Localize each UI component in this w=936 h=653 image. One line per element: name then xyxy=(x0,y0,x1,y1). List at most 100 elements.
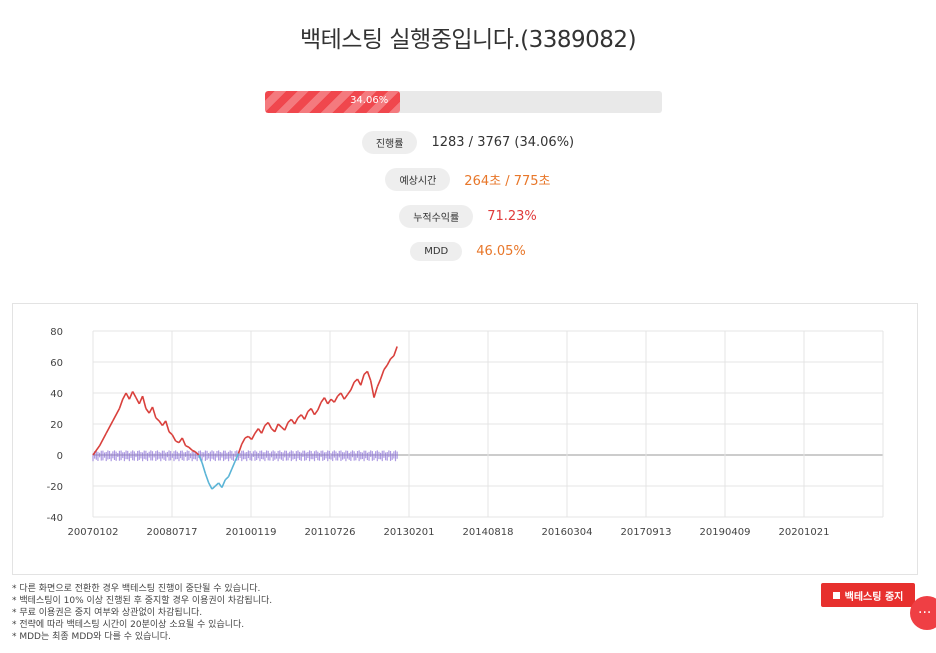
return-line-segment xyxy=(389,355,395,360)
return-line-segment xyxy=(234,453,240,462)
return-line-segment xyxy=(320,397,326,403)
return-line-segment xyxy=(383,364,388,371)
progress-bar: 34.06% xyxy=(265,91,662,113)
return-line-segment xyxy=(98,432,107,447)
estimated-time-value: 264초 / 775초 xyxy=(464,174,551,189)
chart-svg: 80 60 40 20 0 -20 -40 20070102 20080717 20100119 2… xyxy=(47,327,884,538)
return-line-segment xyxy=(327,398,332,405)
return-line-segment xyxy=(158,420,164,427)
return-line-segment xyxy=(135,397,140,405)
cumulative-return-label: 누적수익률 xyxy=(399,205,474,228)
return-line-segment xyxy=(257,428,263,434)
return-line-segment xyxy=(310,408,316,416)
x-tick-label: 20080717 xyxy=(147,527,198,538)
return-line-segment xyxy=(379,369,385,380)
page-title: 백테스팅 실행중입니다.(3389082) xyxy=(299,27,637,53)
return-line-segment xyxy=(366,371,372,381)
return-line-segment xyxy=(125,392,131,400)
note-item: * 다른 화면으로 전환한 경우 백테스팅 진행이 중단될 수 있습니다. xyxy=(12,584,261,594)
return-line-segment xyxy=(373,386,379,398)
return-line-segment xyxy=(151,406,157,419)
y-tick-label: -40 xyxy=(47,513,63,524)
return-line-segment xyxy=(131,391,137,399)
x-tick-label: 20201021 xyxy=(779,527,830,538)
return-line-segment xyxy=(284,422,289,431)
return-line-segment xyxy=(164,420,170,432)
stop-backtest-label: 백테스팅 중지 xyxy=(844,591,904,603)
return-line-segment xyxy=(208,482,213,490)
return-line-segment xyxy=(393,346,398,357)
return-line-segment xyxy=(178,437,183,444)
estimated-time-label: 예상시간 xyxy=(385,168,451,191)
return-line-segment xyxy=(198,454,203,464)
return-line-segment xyxy=(376,378,382,388)
return-line-segment xyxy=(340,392,345,400)
progress-label: 진행률 xyxy=(361,131,418,154)
return-line-segment xyxy=(227,468,233,478)
return-line-segment xyxy=(92,445,101,456)
stop-icon xyxy=(832,591,840,599)
return-line-segment xyxy=(217,482,223,489)
return-line-segment xyxy=(350,381,355,391)
return-line-segment xyxy=(241,437,246,445)
return-line-segment xyxy=(274,423,279,433)
x-tick-label: 20100119 xyxy=(226,527,277,538)
return-line-segment xyxy=(181,437,187,447)
return-line-segment xyxy=(317,401,322,411)
return-line-segment xyxy=(343,394,349,400)
return-line-segment xyxy=(250,432,256,440)
return-line-segment xyxy=(360,374,365,386)
stat-estimated-time: 예상시간 264초 / 775초 xyxy=(0,168,936,191)
return-line-segment xyxy=(194,451,200,456)
return-line-segment xyxy=(346,389,352,396)
return-line-segment xyxy=(128,391,134,400)
return-line-segment xyxy=(171,434,177,442)
x-tick-label: 20070102 xyxy=(68,527,119,538)
return-line-segment xyxy=(386,358,392,366)
more-options-icon[interactable]: ··· xyxy=(910,596,936,630)
return-line-segment xyxy=(185,444,190,448)
y-tick-label: 40 xyxy=(50,389,63,400)
y-tick-label: 60 xyxy=(50,358,63,369)
return-line-segment xyxy=(211,485,216,490)
return-line-segment xyxy=(323,397,329,405)
return-line-segment xyxy=(155,417,160,422)
return-line-segment xyxy=(300,414,306,420)
return-line-segment xyxy=(224,476,230,481)
x-tick-label: 20110726 xyxy=(305,527,356,538)
return-line-segment xyxy=(168,431,173,436)
return-line-segment xyxy=(267,422,273,430)
return-line-segment xyxy=(254,428,259,434)
return-line-segment xyxy=(118,398,124,409)
return-line-segment xyxy=(201,462,207,474)
progress-fill: 34.06% xyxy=(265,91,401,113)
return-line-segment xyxy=(145,408,150,414)
stat-mdd: MDD 46.05% xyxy=(0,242,936,261)
return-line-segment xyxy=(303,411,309,420)
note-item: * 무료 이용권은 중지 여부와 상관없이 차감됩니다. xyxy=(12,608,203,618)
progress-value: 1283 / 3767 (34.06%) xyxy=(431,135,575,150)
y-tick-label: -20 xyxy=(47,482,63,493)
x-tick-label: 20190409 xyxy=(700,527,751,538)
return-line-segment xyxy=(293,417,299,425)
x-tick-label: 20160304 xyxy=(542,527,593,538)
y-tick-label: 80 xyxy=(50,327,63,338)
x-tick-label: 20170913 xyxy=(621,527,672,538)
x-tick-label: 20130201 xyxy=(384,527,435,538)
return-line-segment xyxy=(141,395,147,409)
return-line-segment xyxy=(260,425,266,434)
x-tick-label: 20140818 xyxy=(463,527,514,538)
stop-backtest-button[interactable]: 백테스팅 중지 xyxy=(821,583,915,607)
y-tick-label: 0 xyxy=(57,451,63,462)
note-item: * 전략에 따라 백테스팅 시간이 20분이상 소요될 수 있습니다. xyxy=(12,620,245,630)
return-line-segment xyxy=(138,395,144,405)
notes-list: * 다른 화면으로 전환한 경우 백테스팅 진행이 중단될 수 있습니다. * … xyxy=(12,583,272,643)
return-line-segment xyxy=(221,479,226,488)
return-line-segment xyxy=(148,406,154,414)
return-line-segment xyxy=(175,440,180,444)
y-tick-label: 20 xyxy=(50,420,63,431)
backtest-chart: 80 60 40 20 0 -20 -40 20070102 20080717 20100119 2… xyxy=(12,303,918,575)
progress-percent: 34.06% xyxy=(350,95,389,106)
return-line-segment xyxy=(290,418,296,425)
return-line-segment xyxy=(122,392,127,400)
